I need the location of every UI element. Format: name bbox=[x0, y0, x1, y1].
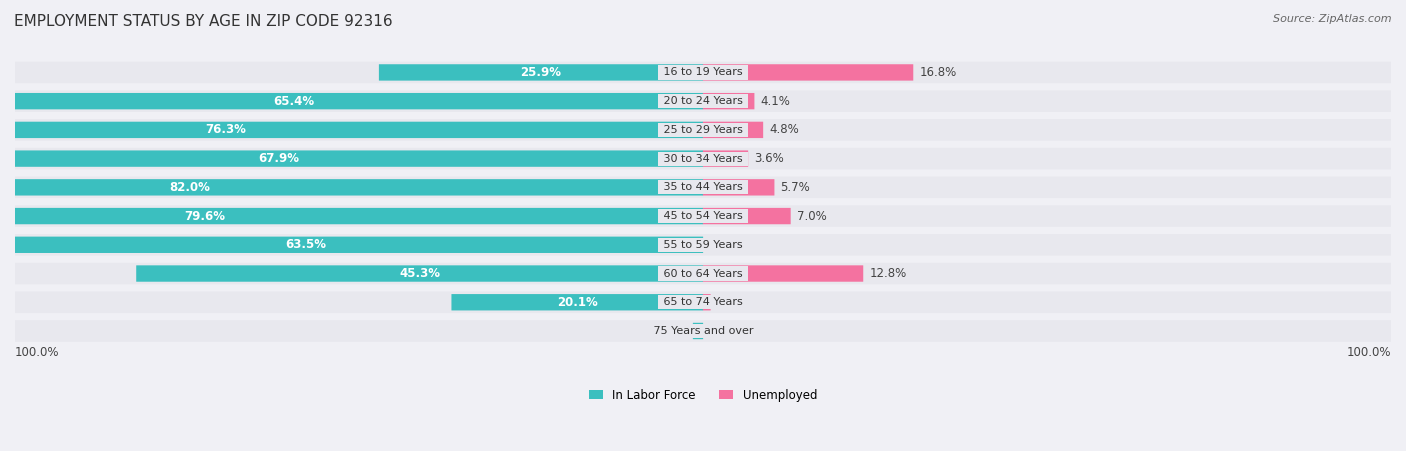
Text: 63.5%: 63.5% bbox=[285, 238, 326, 251]
Text: 0.6%: 0.6% bbox=[717, 296, 747, 309]
FancyBboxPatch shape bbox=[703, 64, 914, 81]
FancyBboxPatch shape bbox=[693, 323, 703, 339]
Text: 79.6%: 79.6% bbox=[184, 210, 225, 223]
Text: 75 Years and over: 75 Years and over bbox=[650, 326, 756, 336]
FancyBboxPatch shape bbox=[0, 208, 703, 224]
FancyBboxPatch shape bbox=[703, 122, 763, 138]
Text: 4.8%: 4.8% bbox=[769, 124, 799, 136]
FancyBboxPatch shape bbox=[0, 62, 1406, 83]
FancyBboxPatch shape bbox=[136, 265, 703, 282]
FancyBboxPatch shape bbox=[0, 263, 1406, 284]
FancyBboxPatch shape bbox=[703, 294, 710, 310]
Text: 4.1%: 4.1% bbox=[761, 95, 790, 108]
Text: 65.4%: 65.4% bbox=[273, 95, 315, 108]
FancyBboxPatch shape bbox=[378, 64, 703, 81]
Text: Source: ZipAtlas.com: Source: ZipAtlas.com bbox=[1274, 14, 1392, 23]
Text: 20 to 24 Years: 20 to 24 Years bbox=[659, 96, 747, 106]
FancyBboxPatch shape bbox=[0, 177, 1406, 198]
FancyBboxPatch shape bbox=[0, 148, 1406, 170]
FancyBboxPatch shape bbox=[0, 237, 703, 253]
Text: EMPLOYMENT STATUS BY AGE IN ZIP CODE 92316: EMPLOYMENT STATUS BY AGE IN ZIP CODE 923… bbox=[14, 14, 392, 28]
FancyBboxPatch shape bbox=[0, 179, 703, 196]
Text: 67.9%: 67.9% bbox=[257, 152, 299, 165]
Text: 65 to 74 Years: 65 to 74 Years bbox=[659, 297, 747, 307]
Text: 16 to 19 Years: 16 to 19 Years bbox=[659, 68, 747, 78]
Text: 76.3%: 76.3% bbox=[205, 124, 246, 136]
FancyBboxPatch shape bbox=[0, 320, 1406, 342]
FancyBboxPatch shape bbox=[0, 291, 1406, 313]
FancyBboxPatch shape bbox=[451, 294, 703, 310]
FancyBboxPatch shape bbox=[0, 151, 703, 167]
Text: 5.7%: 5.7% bbox=[780, 181, 810, 194]
Text: 25 to 29 Years: 25 to 29 Years bbox=[659, 125, 747, 135]
FancyBboxPatch shape bbox=[703, 179, 775, 196]
Text: 45 to 54 Years: 45 to 54 Years bbox=[659, 211, 747, 221]
Text: 12.8%: 12.8% bbox=[869, 267, 907, 280]
FancyBboxPatch shape bbox=[703, 265, 863, 282]
Text: 7.0%: 7.0% bbox=[797, 210, 827, 223]
Text: 30 to 34 Years: 30 to 34 Years bbox=[659, 154, 747, 164]
Legend: In Labor Force, Unemployed: In Labor Force, Unemployed bbox=[583, 384, 823, 407]
Text: 60 to 64 Years: 60 to 64 Years bbox=[659, 268, 747, 279]
Text: 45.3%: 45.3% bbox=[399, 267, 440, 280]
Text: 3.6%: 3.6% bbox=[754, 152, 785, 165]
FancyBboxPatch shape bbox=[703, 93, 755, 109]
FancyBboxPatch shape bbox=[703, 208, 790, 224]
Text: 20.1%: 20.1% bbox=[557, 296, 598, 309]
FancyBboxPatch shape bbox=[703, 151, 748, 167]
Text: 16.8%: 16.8% bbox=[920, 66, 956, 79]
Text: 0.0%: 0.0% bbox=[709, 324, 740, 337]
FancyBboxPatch shape bbox=[0, 205, 1406, 227]
FancyBboxPatch shape bbox=[0, 90, 1406, 112]
Text: 0.8%: 0.8% bbox=[657, 324, 686, 337]
FancyBboxPatch shape bbox=[0, 93, 703, 109]
Text: 25.9%: 25.9% bbox=[520, 66, 561, 79]
Text: 35 to 44 Years: 35 to 44 Years bbox=[659, 182, 747, 192]
FancyBboxPatch shape bbox=[0, 234, 1406, 256]
Text: 55 to 59 Years: 55 to 59 Years bbox=[659, 240, 747, 250]
Text: 82.0%: 82.0% bbox=[170, 181, 211, 194]
Text: 100.0%: 100.0% bbox=[15, 346, 59, 359]
Text: 0.0%: 0.0% bbox=[709, 238, 740, 251]
Text: 100.0%: 100.0% bbox=[1347, 346, 1391, 359]
FancyBboxPatch shape bbox=[0, 122, 703, 138]
FancyBboxPatch shape bbox=[0, 119, 1406, 141]
